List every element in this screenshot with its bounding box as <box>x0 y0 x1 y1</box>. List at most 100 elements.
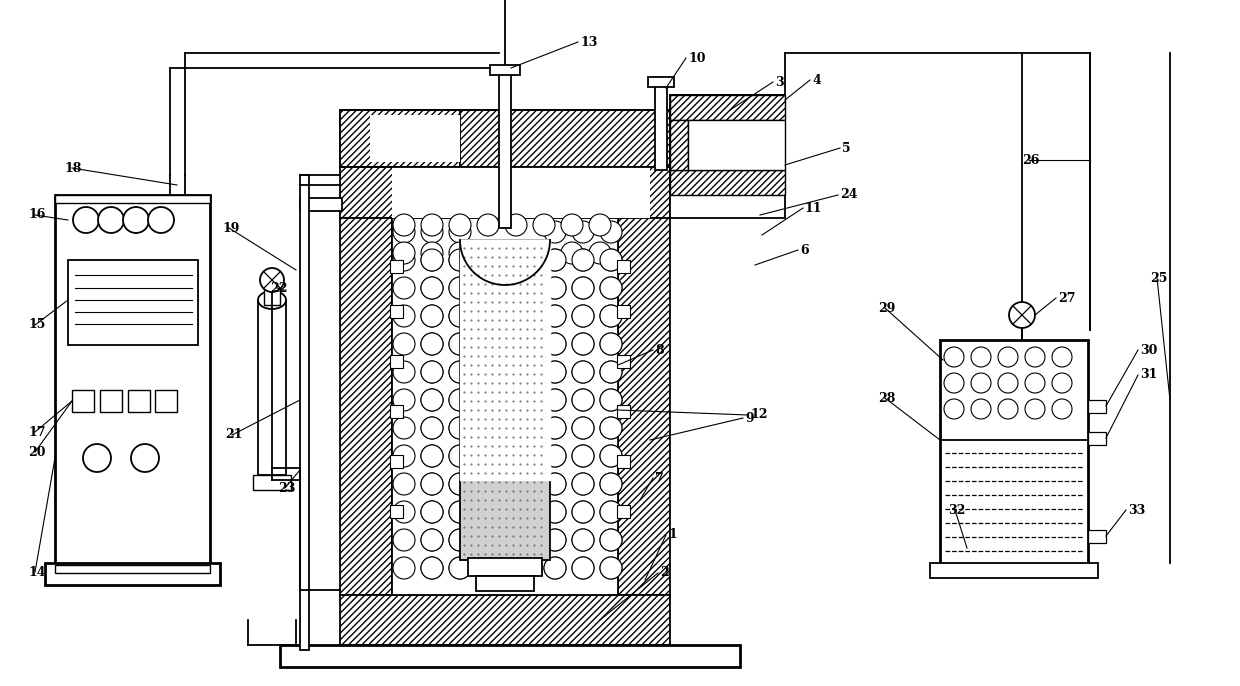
Circle shape <box>393 305 415 327</box>
Bar <box>467 558 542 576</box>
Circle shape <box>544 277 565 299</box>
Circle shape <box>544 529 565 551</box>
Bar <box>670 120 688 170</box>
Circle shape <box>422 417 443 439</box>
Circle shape <box>449 417 471 439</box>
Bar <box>618 405 630 418</box>
Circle shape <box>422 249 443 271</box>
Circle shape <box>560 242 583 264</box>
Text: 18: 18 <box>64 161 82 174</box>
Text: 24: 24 <box>839 189 858 202</box>
Circle shape <box>544 445 565 467</box>
Circle shape <box>998 347 1018 367</box>
Circle shape <box>998 399 1018 419</box>
Bar <box>258 300 286 475</box>
Circle shape <box>544 221 565 243</box>
Circle shape <box>544 389 565 411</box>
Circle shape <box>422 557 443 579</box>
Bar <box>264 285 280 305</box>
Text: 22: 22 <box>270 281 288 294</box>
Text: 26: 26 <box>1022 154 1039 167</box>
Circle shape <box>572 221 594 243</box>
Circle shape <box>449 557 471 579</box>
Bar <box>248 620 296 642</box>
Circle shape <box>449 473 471 495</box>
Bar <box>618 305 630 318</box>
Circle shape <box>393 361 415 383</box>
Circle shape <box>572 249 594 271</box>
Bar <box>618 505 630 518</box>
Circle shape <box>572 333 594 355</box>
Circle shape <box>544 557 565 579</box>
Circle shape <box>572 361 594 383</box>
Circle shape <box>944 399 963 419</box>
Text: 30: 30 <box>1140 344 1157 357</box>
Circle shape <box>600 333 622 355</box>
Circle shape <box>131 444 159 472</box>
Circle shape <box>544 445 565 467</box>
Bar <box>670 95 785 120</box>
Circle shape <box>422 389 443 411</box>
Bar <box>391 505 403 518</box>
Circle shape <box>544 333 565 355</box>
Circle shape <box>449 529 471 551</box>
Bar <box>340 218 392 595</box>
Circle shape <box>393 242 415 264</box>
Circle shape <box>544 305 565 327</box>
Circle shape <box>422 277 443 299</box>
Circle shape <box>422 305 443 327</box>
Circle shape <box>1025 399 1045 419</box>
Bar <box>670 95 785 218</box>
Circle shape <box>393 501 415 523</box>
Bar <box>370 115 460 162</box>
Ellipse shape <box>258 291 286 309</box>
Text: 23: 23 <box>278 482 295 495</box>
Text: 10: 10 <box>688 51 706 64</box>
Circle shape <box>544 277 565 299</box>
Bar <box>280 645 740 667</box>
Bar <box>460 240 551 560</box>
Circle shape <box>944 347 963 367</box>
Bar <box>476 576 534 591</box>
Text: 15: 15 <box>29 318 46 331</box>
Text: 2: 2 <box>660 567 668 580</box>
Circle shape <box>449 333 471 355</box>
Text: 6: 6 <box>800 244 808 257</box>
Circle shape <box>449 221 471 243</box>
Text: 32: 32 <box>949 504 966 517</box>
Text: 19: 19 <box>222 222 239 235</box>
Circle shape <box>477 214 498 236</box>
Bar <box>68 260 198 345</box>
Circle shape <box>600 361 622 383</box>
Bar <box>55 195 210 565</box>
Text: 4: 4 <box>812 73 821 86</box>
Circle shape <box>533 214 556 236</box>
Circle shape <box>544 501 565 523</box>
Circle shape <box>449 417 471 439</box>
Circle shape <box>600 473 622 495</box>
Circle shape <box>422 277 443 299</box>
Circle shape <box>572 389 594 411</box>
Circle shape <box>422 417 443 439</box>
Circle shape <box>572 501 594 523</box>
Bar <box>392 167 650 218</box>
Circle shape <box>572 445 594 467</box>
Text: 28: 28 <box>878 392 895 405</box>
Circle shape <box>600 501 622 523</box>
Text: 27: 27 <box>1058 292 1075 305</box>
Circle shape <box>572 445 594 467</box>
Circle shape <box>449 529 471 551</box>
Text: 21: 21 <box>224 429 243 442</box>
Text: 31: 31 <box>1140 368 1157 381</box>
Circle shape <box>393 529 415 551</box>
Circle shape <box>600 529 622 551</box>
Polygon shape <box>460 240 551 285</box>
Text: 33: 33 <box>1128 504 1146 517</box>
Bar <box>688 120 785 170</box>
Circle shape <box>544 473 565 495</box>
Bar <box>618 455 630 468</box>
Circle shape <box>422 333 443 355</box>
Circle shape <box>393 333 415 355</box>
Bar <box>55 565 210 573</box>
Circle shape <box>600 249 622 271</box>
